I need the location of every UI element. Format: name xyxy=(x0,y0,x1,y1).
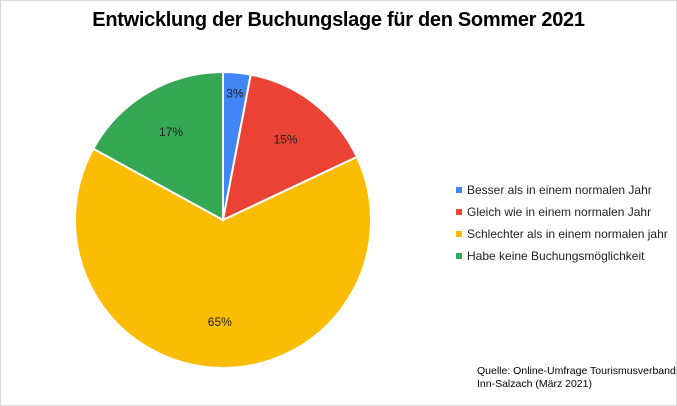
pie-slice xyxy=(74,147,372,369)
slice-label: 65% xyxy=(208,315,232,329)
legend-item-schlechter: Schlechter als in einem normalen jahr xyxy=(456,223,668,245)
chart-title: Entwicklung der Buchungslage für den Som… xyxy=(92,9,585,31)
legend-label: Habe keine Buchungsmöglichkeit xyxy=(467,249,645,263)
slice-label: 17% xyxy=(159,125,183,139)
legend-label: Schlechter als in einem normalen jahr xyxy=(467,227,668,241)
source-note: Quelle: Online-Umfrage Tourismusverband … xyxy=(477,365,676,391)
pie-slice xyxy=(221,73,359,222)
legend-item-keine: Habe keine Buchungsmöglichkeit xyxy=(456,245,668,267)
pie-slice xyxy=(91,70,224,222)
legend-swatch xyxy=(456,209,462,215)
legend-swatch xyxy=(456,231,462,237)
legend-label: Gleich wie in einem normalen Jahr xyxy=(467,205,652,219)
legend-swatch xyxy=(456,253,462,259)
slice-label: 15% xyxy=(274,132,298,146)
source-line-2: Inn-Salzach (März 2021) xyxy=(477,378,592,390)
legend-label: Besser als in einem normalen Jahr xyxy=(467,183,652,197)
legend-swatch xyxy=(456,187,462,193)
slice-label: 3% xyxy=(226,86,244,100)
legend-item-besser: Besser als in einem normalen Jahr xyxy=(456,179,668,201)
source-line-1: Quelle: Online-Umfrage Tourismusverband xyxy=(477,365,676,377)
legend: Besser als in einem normalen Jahr Gleich… xyxy=(456,179,668,267)
pie-slice-labels: 3% 15% 65% 17% xyxy=(159,86,298,329)
pie-slices xyxy=(74,70,372,369)
legend-item-gleich: Gleich wie in einem normalen Jahr xyxy=(456,201,668,223)
